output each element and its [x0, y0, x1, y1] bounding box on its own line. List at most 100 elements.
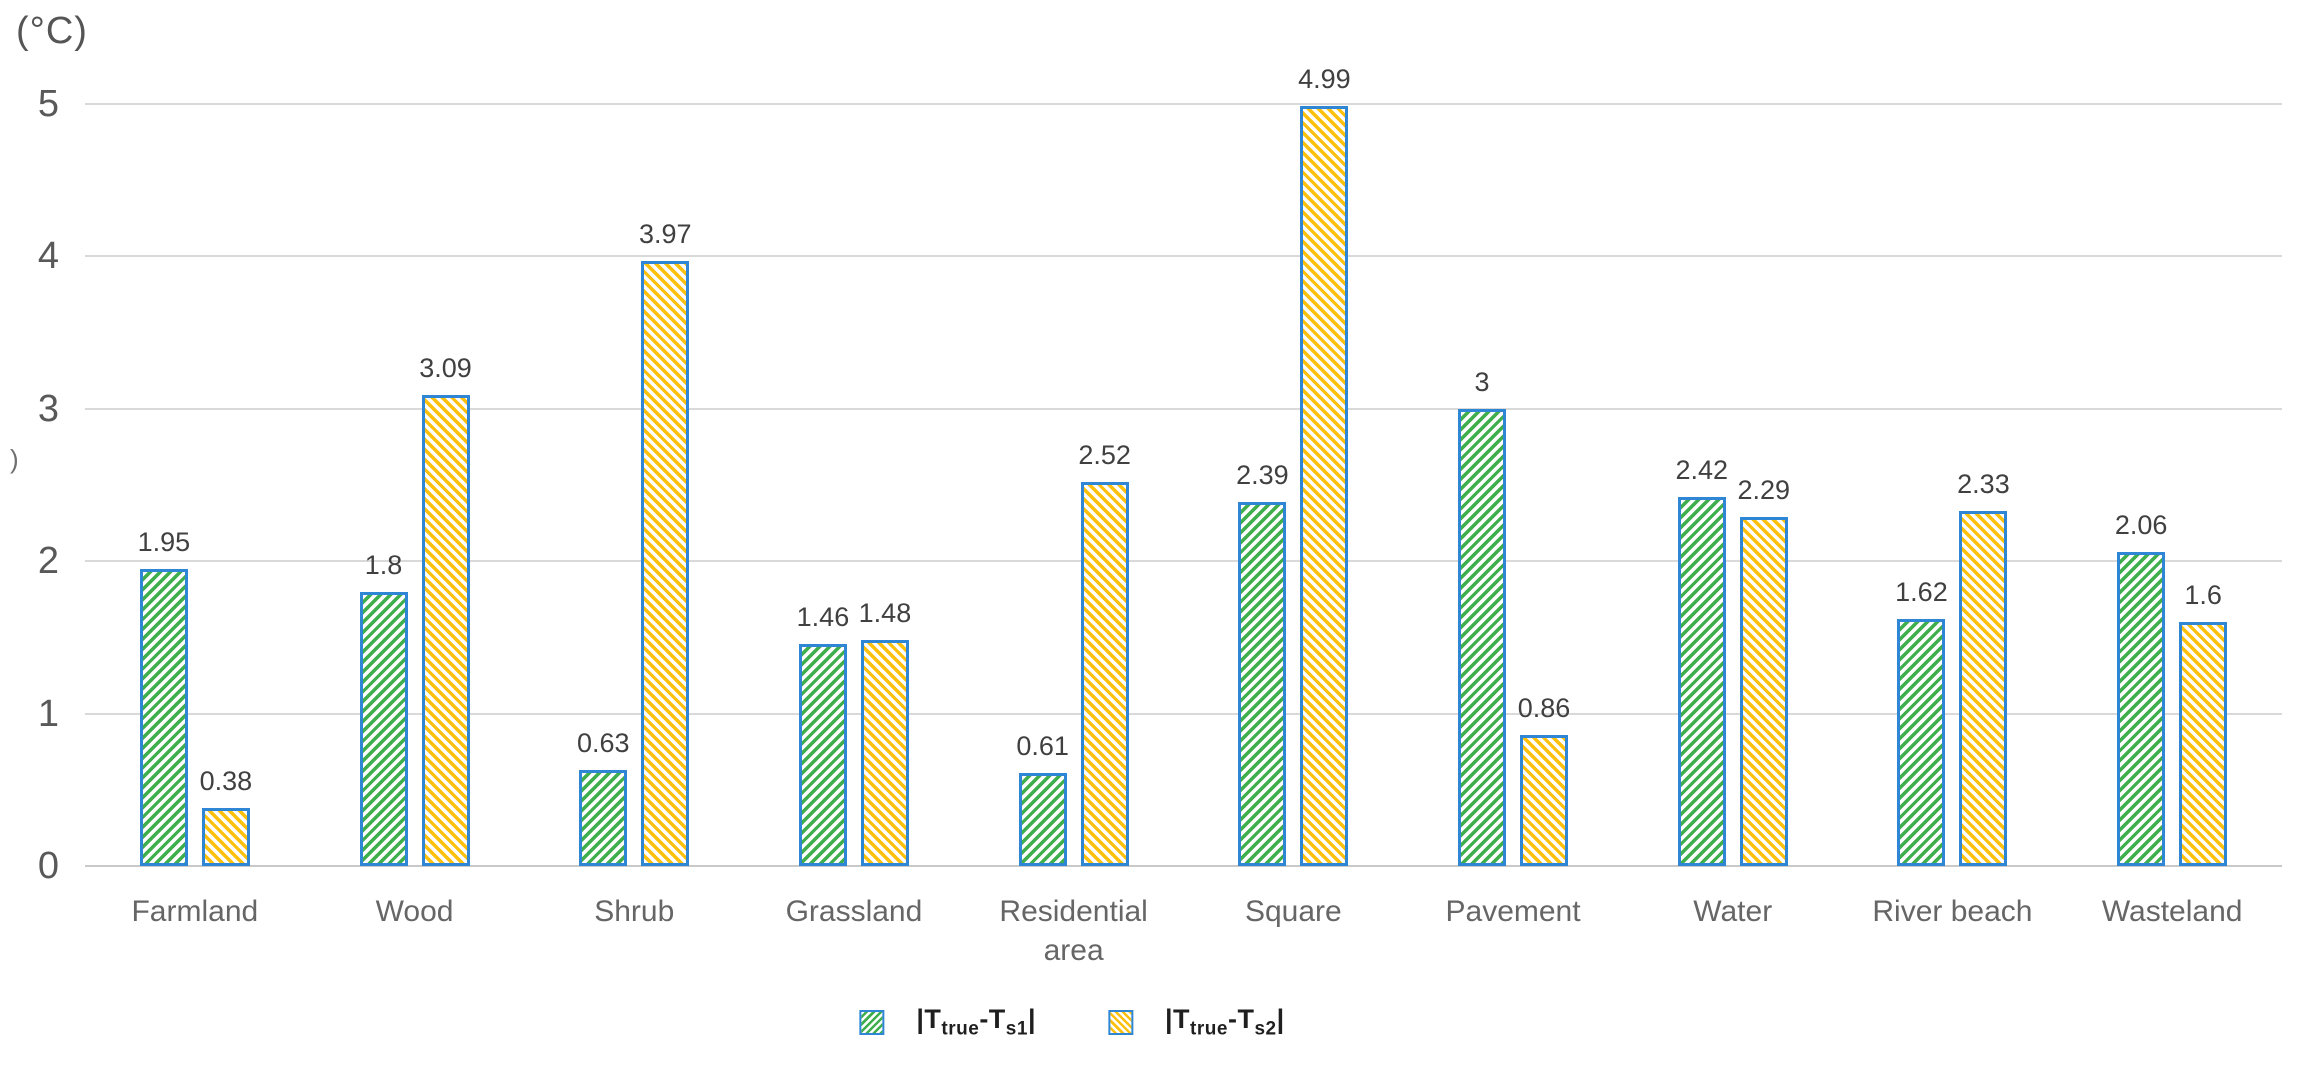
- data-label-farmland-s2: 0.38: [199, 766, 253, 797]
- bar-group-farmland: 1.95 0.38 Farmland: [131, 104, 258, 928]
- bar-group-grassland: 1.46 1.48 Grassland: [786, 104, 923, 928]
- bar-slot-shrub-s2: 3.97: [638, 104, 692, 866]
- data-label-pavement-s2: 0.86: [1517, 692, 1571, 723]
- legend-label-series-2: |Ttrue-Ts2|: [1165, 1004, 1285, 1040]
- bar-group-river-beach: 1.62 2.33 River beach: [1872, 104, 2032, 928]
- bar-slot-pavement-s1: 3: [1458, 104, 1507, 866]
- bar-slot-farmland-s2: 0.38: [199, 104, 253, 866]
- x-axis-label-wasteland: Wasteland: [2101, 895, 2243, 928]
- data-label-shrub-s2: 3.97: [638, 218, 692, 249]
- bar-slot-water-s2: 2.29: [1737, 104, 1791, 866]
- y-tick-label-1: 1: [37, 692, 59, 735]
- x-axis-label-shrub: Shrub: [594, 895, 675, 928]
- bar-residential-area-s2: [1080, 481, 1129, 866]
- legend-swatch-series-1-icon: [859, 1009, 885, 1035]
- bar-farmland-s1: [139, 568, 188, 866]
- legend-item-series-1: |Ttrue-Ts1|: [859, 1004, 1036, 1040]
- bar-farmland-s2: [201, 808, 250, 866]
- bar-slot-water-s1: 2.42: [1675, 104, 1729, 866]
- bar-group-pavement: 3 0.86 Pavement: [1446, 104, 1581, 928]
- data-label-river-beach-s2: 2.33: [1957, 468, 2010, 499]
- bar-group-square: 2.39 4.99 Square: [1236, 65, 1351, 928]
- bar-river-beach-s2: [1959, 510, 2008, 866]
- axis-artifact: ): [10, 444, 19, 474]
- gridline-2: [85, 560, 2282, 563]
- bar-slot-wood-s1: 1.8: [359, 104, 408, 866]
- gridline-5: [85, 103, 2282, 105]
- legend-swatch-series-2-icon: [1108, 1009, 1133, 1035]
- bar-group-wood: 1.8 3.09 Wood: [359, 104, 472, 928]
- y-tick-label-2: 2: [37, 540, 59, 583]
- bar-wasteland-s1: [2117, 552, 2166, 866]
- bar-slot-grassland-s2: 1.48: [858, 104, 912, 866]
- x-axis-label-pavement: Pavement: [1445, 895, 1581, 928]
- x-axis-label-square: Square: [1244, 895, 1342, 928]
- bar-slot-wasteland-s2: 1.6: [2179, 104, 2228, 866]
- bar-slot-wood-s2: 3.09: [419, 104, 472, 866]
- data-label-residential-area-s2: 2.52: [1078, 439, 1131, 470]
- bar-wood-s2: [421, 395, 470, 866]
- x-axis-label-farmland: Farmland: [131, 895, 259, 928]
- data-label-farmland-s1: 1.95: [137, 526, 191, 557]
- bar-square-s1: [1238, 501, 1287, 866]
- bar-slot-river-beach-s1: 1.62: [1895, 104, 1948, 866]
- bar-group-residential-area: 0.61 2.52 Residential area: [999, 104, 1147, 967]
- x-axis-label-grassland: Grassland: [785, 895, 923, 928]
- gridline-4: [85, 255, 2282, 258]
- bar-wood-s1: [359, 591, 408, 866]
- bar-slot-river-beach-s2: 2.33: [1957, 104, 2010, 866]
- legend: |Ttrue-Ts1| |Ttrue-Ts2|: [859, 1004, 1284, 1040]
- y-tick-label-4: 4: [37, 235, 59, 278]
- gridline-0: [85, 865, 2282, 867]
- bar-slot-residential-area-s2: 2.52: [1078, 104, 1131, 866]
- x-axis-label-river-beach: River beach: [1872, 895, 2033, 928]
- data-label-wood-s2: 3.09: [419, 353, 472, 384]
- bar-residential-area-s1: [1018, 773, 1067, 866]
- legend-item-series-2: |Ttrue-Ts2|: [1108, 1004, 1285, 1040]
- bar-square-s2: [1300, 105, 1349, 866]
- data-label-grassland-s2: 1.48: [858, 598, 912, 629]
- data-label-shrub-s1: 0.63: [576, 728, 630, 758]
- bar-water-s1: [1677, 497, 1726, 866]
- bar-slot-grassland-s1: 1.46: [796, 104, 850, 866]
- y-tick-label-3: 3: [37, 387, 59, 430]
- data-label-square-s2: 4.99: [1298, 63, 1351, 94]
- x-axis-label-residential-area: Residential area: [999, 895, 1148, 967]
- bar-grassland-s2: [860, 640, 909, 866]
- bar-water-s2: [1739, 517, 1788, 866]
- bar-slot-square-s1: 2.39: [1236, 104, 1289, 866]
- data-label-pavement-s1: 3: [1474, 366, 1490, 397]
- bar-group-shrub: 0.63 3.97 Shrub: [576, 104, 692, 928]
- gridline-1: [85, 712, 2282, 715]
- data-label-water-s2: 2.29: [1737, 475, 1791, 506]
- y-tick-label-0: 0: [37, 845, 59, 887]
- bar-wasteland-s2: [2179, 622, 2228, 866]
- data-label-water-s1: 2.42: [1675, 455, 1729, 486]
- bar-river-beach-s1: [1897, 619, 1946, 866]
- y-axis-unit-label: (°C): [16, 10, 88, 52]
- bar-slot-wasteland-s1: 2.06: [2114, 104, 2168, 866]
- bar-slot-residential-area-s1: 0.61: [1016, 104, 1069, 866]
- bar-slot-pavement-s2: 0.86: [1517, 104, 1571, 866]
- plot-area: 0 1 2 3 4 5 1.95 0.38 Farmland 1.8 3.09 Wood 0.63 3.9…: [38, 65, 2282, 967]
- data-label-residential-area-s1: 0.61: [1016, 731, 1069, 762]
- bar-pavement-s1: [1458, 408, 1507, 866]
- data-label-wasteland-s1: 2.06: [2114, 510, 2168, 541]
- bar-group-wasteland: 2.06 1.6 Wasteland: [2102, 104, 2243, 928]
- y-tick-label-5: 5: [37, 83, 59, 125]
- bar-group-water: 2.42 2.29 Water: [1675, 104, 1791, 928]
- bar-shrub-s2: [641, 260, 690, 866]
- data-label-wasteland-s2: 1.6: [2184, 580, 2222, 611]
- gridline-3: [85, 407, 2282, 410]
- bar-slot-farmland-s1: 1.95: [137, 104, 191, 866]
- data-label-grassland-s1: 1.46: [796, 601, 850, 632]
- bar-shrub-s1: [579, 770, 628, 866]
- bar-slot-shrub-s1: 0.63: [576, 104, 630, 866]
- bar-slot-square-s2: 4.99: [1298, 65, 1351, 866]
- legend-label-series-1: |Ttrue-Ts1|: [916, 1004, 1036, 1040]
- data-label-wood-s1: 1.8: [364, 549, 403, 580]
- data-label-square-s1: 2.39: [1236, 459, 1289, 490]
- bar-grassland-s1: [798, 643, 847, 866]
- x-axis-label-wood: Wood: [375, 895, 454, 928]
